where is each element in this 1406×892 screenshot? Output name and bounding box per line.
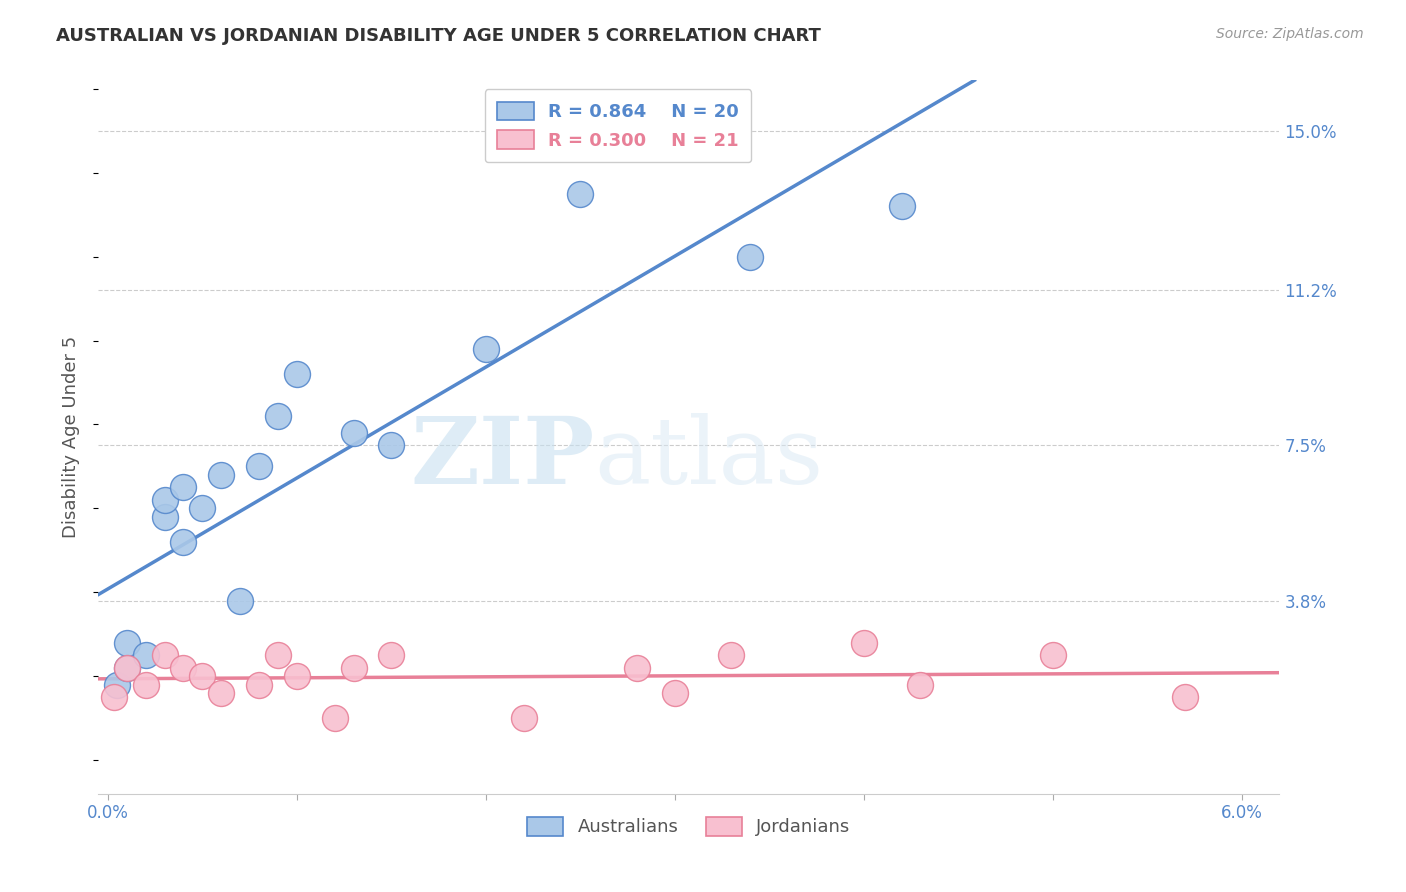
Point: [626, 661, 648, 675]
Point: [512, 711, 534, 725]
Point: [209, 467, 232, 482]
Point: [852, 636, 875, 650]
Point: [285, 669, 308, 683]
Text: ZIP: ZIP: [411, 414, 595, 503]
Point: [342, 425, 364, 440]
Y-axis label: Disability Age Under 5: Disability Age Under 5: [62, 336, 80, 538]
Text: Source: ZipAtlas.com: Source: ZipAtlas.com: [1216, 27, 1364, 41]
Point: [247, 459, 270, 474]
Legend: Australians, Jordanians: Australians, Jordanians: [515, 805, 863, 849]
Point: [209, 686, 232, 700]
Point: [740, 250, 762, 264]
Point: [247, 678, 270, 692]
Point: [664, 686, 686, 700]
Point: [153, 493, 176, 508]
Point: [172, 480, 194, 494]
Point: [115, 661, 138, 675]
Point: [267, 409, 290, 423]
Point: [910, 678, 932, 692]
Point: [380, 438, 402, 452]
Point: [1174, 690, 1197, 705]
Point: [285, 367, 308, 381]
Point: [191, 669, 214, 683]
Point: [153, 509, 176, 524]
Point: [229, 594, 252, 608]
Point: [191, 501, 214, 516]
Point: [115, 636, 138, 650]
Point: [890, 199, 912, 213]
Point: [323, 711, 346, 725]
Point: [172, 661, 194, 675]
Point: [1042, 648, 1064, 663]
Point: [342, 661, 364, 675]
Point: [135, 648, 157, 663]
Point: [720, 648, 742, 663]
Point: [135, 678, 157, 692]
Point: [103, 690, 125, 705]
Point: [267, 648, 290, 663]
Text: AUSTRALIAN VS JORDANIAN DISABILITY AGE UNDER 5 CORRELATION CHART: AUSTRALIAN VS JORDANIAN DISABILITY AGE U…: [56, 27, 821, 45]
Point: [153, 648, 176, 663]
Point: [172, 535, 194, 549]
Point: [115, 661, 138, 675]
Point: [105, 678, 128, 692]
Point: [380, 648, 402, 663]
Text: atlas: atlas: [595, 414, 824, 503]
Point: [475, 342, 498, 356]
Point: [569, 186, 592, 201]
